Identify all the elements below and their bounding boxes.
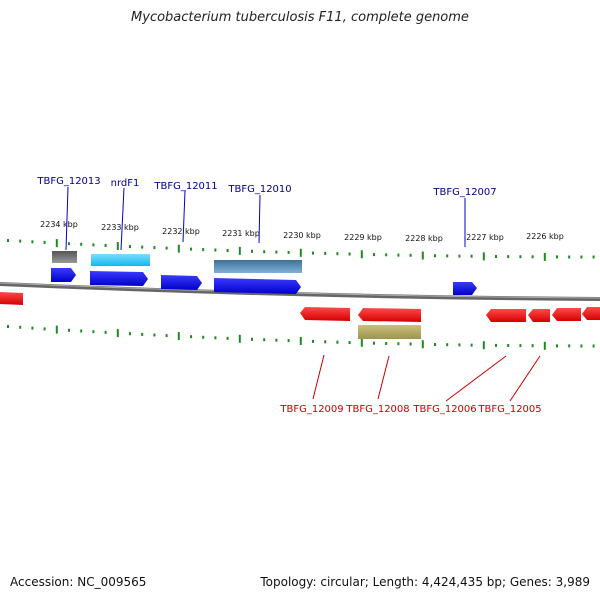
- gene-arrow-right-edge[interactable]: [582, 307, 600, 320]
- gene-label-TBFG_12011[interactable]: TBFG_12011: [153, 181, 217, 192]
- gene-arrow-TBFG_12013[interactable]: [51, 268, 76, 282]
- outer-tick-track: [7, 239, 595, 261]
- gene-arrow-TBFG_12011[interactable]: [161, 275, 202, 290]
- inner-tick-track: [7, 325, 595, 350]
- scale-label: 2230 kbp: [283, 231, 321, 240]
- gene-label-nrdF1[interactable]: nrdF1: [111, 178, 140, 189]
- gene-arrow-TBFG_12006[interactable]: [486, 309, 526, 322]
- reverse-genes: [0, 292, 600, 339]
- accession-text: Accession: NC_009565: [10, 575, 147, 589]
- gene-arrow-nrdF1[interactable]: [90, 271, 148, 286]
- feature-box-cyan[interactable]: [91, 254, 150, 266]
- gene-arrow-TBFG_12008[interactable]: [358, 308, 421, 322]
- feature-box-steel[interactable]: [214, 260, 302, 273]
- gene-label-TBFG_12006[interactable]: TBFG_12006: [412, 404, 476, 415]
- scale-label-group: 2234 kbp 2233 kbp 2232 kbp 2231 kbp 2230 kbp…: [40, 220, 564, 243]
- gene-label-TBFG_12013[interactable]: TBFG_12013: [36, 176, 100, 187]
- map-title: Mycobacterium tuberculosis F11, complete…: [131, 10, 469, 25]
- scale-label: 2226 kbp: [526, 232, 564, 241]
- scale-label: 2228 kbp: [405, 234, 443, 243]
- gene-label-TBFG_12007[interactable]: TBFG_12007: [432, 187, 496, 198]
- reverse-gene-labels: TBFG_12009 TBFG_12008 TBFG_12006 TBFG_12…: [279, 354, 542, 415]
- gene-arrow-TBFG_12004[interactable]: [552, 308, 581, 321]
- scale-label: 2231 kbp: [222, 229, 260, 238]
- forward-gene-labels: TBFG_12013 nrdF1 TBFG_12011 TBFG_12010 T…: [36, 176, 497, 251]
- gene-arrow-TBFG_12009[interactable]: [300, 307, 350, 321]
- gene-label-TBFG_12009[interactable]: TBFG_12009: [279, 404, 343, 415]
- scale-label: 2234 kbp: [40, 220, 78, 229]
- scale-label: 2227 kbp: [466, 233, 504, 242]
- feature-box-gray[interactable]: [52, 251, 77, 263]
- feature-box-khaki[interactable]: [358, 325, 421, 339]
- forward-features: [52, 251, 302, 273]
- forward-genes: [51, 268, 477, 295]
- topology-summary: Topology: circular; Length: 4,424,435 bp…: [260, 575, 590, 589]
- gene-arrow-TBFG_12007[interactable]: [453, 282, 477, 295]
- gene-arrow-left-edge[interactable]: [0, 292, 23, 305]
- gene-arrow-TBFG_12005[interactable]: [528, 309, 550, 322]
- scale-label: 2233 kbp: [101, 223, 139, 232]
- gene-label-TBFG_12008[interactable]: TBFG_12008: [345, 404, 409, 415]
- scale-label: 2229 kbp: [344, 233, 382, 242]
- gene-label-TBFG_12005[interactable]: TBFG_12005: [477, 404, 541, 415]
- gene-arrow-TBFG_12010[interactable]: [214, 278, 301, 294]
- scale-label: 2232 kbp: [162, 227, 200, 236]
- genome-backbone: [0, 282, 600, 301]
- gene-label-TBFG_12010[interactable]: TBFG_12010: [227, 184, 291, 195]
